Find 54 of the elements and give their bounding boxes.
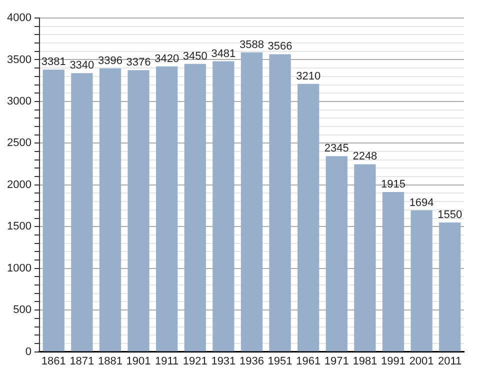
y-tick-label: 2500 <box>6 137 32 150</box>
x-tick-label: 1871 <box>70 355 94 368</box>
y-tick-label: 1000 <box>6 262 32 274</box>
data-label: 3210 <box>296 70 321 82</box>
data-label: 3420 <box>154 52 180 65</box>
x-tick-label: 2001 <box>409 355 434 368</box>
data-label: 3481 <box>211 48 236 60</box>
bar <box>184 64 206 352</box>
x-tick-label: 1911 <box>155 355 179 368</box>
x-tick-label: 1961 <box>296 355 321 368</box>
x-tick-label: 1881 <box>98 355 122 368</box>
data-label: 3396 <box>98 54 122 67</box>
y-tick-label: 500 <box>13 304 32 316</box>
data-label: 3566 <box>268 40 292 53</box>
bar <box>410 210 432 352</box>
bar <box>71 73 93 352</box>
x-tick-label: 1991 <box>381 355 406 368</box>
data-label: 3340 <box>70 60 94 72</box>
bar <box>382 192 404 352</box>
x-tick-label: 1861 <box>41 355 66 368</box>
y-tick-label: 0 <box>25 346 32 358</box>
bar <box>326 156 348 352</box>
data-label: 3381 <box>41 56 66 68</box>
y-tick-label: 2000 <box>6 178 32 191</box>
x-tick-label: 1951 <box>268 355 292 368</box>
data-label: 3588 <box>239 38 264 51</box>
data-label: 2248 <box>352 150 378 163</box>
data-label: 1694 <box>409 196 434 209</box>
bar <box>439 222 461 352</box>
data-label: 1550 <box>438 208 462 221</box>
bar <box>212 61 234 352</box>
data-label: 3376 <box>126 56 151 69</box>
bar <box>156 66 178 352</box>
x-tick-label: 1971 <box>324 355 349 368</box>
y-tick-label: 4000 <box>6 12 32 24</box>
bar <box>240 52 263 352</box>
x-tick-label: 1931 <box>211 355 236 368</box>
bar <box>99 68 122 352</box>
y-tick-label: 1500 <box>6 220 32 233</box>
bar <box>298 84 320 352</box>
x-tick-label: 1936 <box>239 355 264 368</box>
bar <box>269 54 291 352</box>
data-label: 1915 <box>381 178 406 191</box>
data-label: 2345 <box>324 142 349 155</box>
bar <box>42 70 64 352</box>
bar <box>128 70 150 352</box>
y-tick-label: 3500 <box>6 54 32 66</box>
x-tick-label: 1901 <box>126 355 151 368</box>
x-tick-label: 2011 <box>438 355 462 368</box>
x-tick-label: 1981 <box>352 355 378 368</box>
data-label: 3450 <box>182 50 208 62</box>
x-tick-label: 1921 <box>182 355 208 368</box>
bar <box>354 164 376 352</box>
y-tick-label: 3000 <box>6 95 32 108</box>
